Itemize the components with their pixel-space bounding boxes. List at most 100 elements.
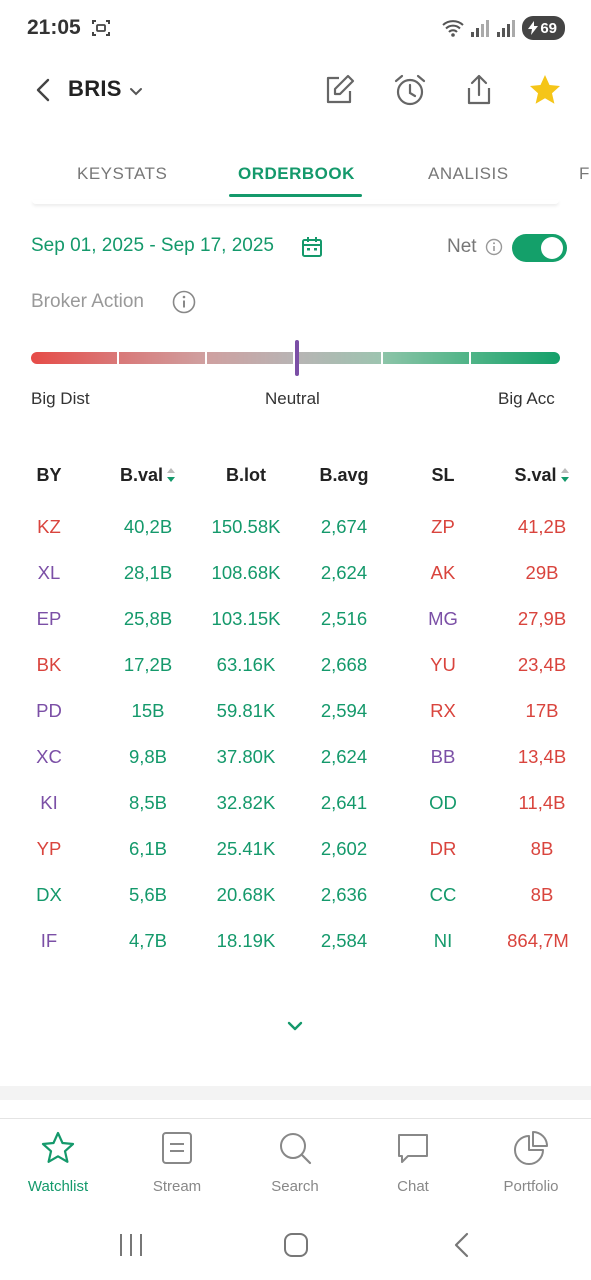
buyer-code[interactable]: KZ: [19, 516, 79, 538]
buy-lot: 20.68K: [196, 884, 296, 906]
net-toggle[interactable]: [512, 234, 567, 262]
sort-icon[interactable]: [166, 467, 176, 483]
gauge-segment: [383, 352, 469, 364]
buy-avg: 2,594: [294, 700, 394, 722]
star-icon[interactable]: [527, 72, 563, 108]
buy-avg: 2,624: [294, 746, 394, 768]
seller-code[interactable]: DR: [403, 838, 483, 860]
edit-icon[interactable]: [321, 72, 357, 108]
buyer-code[interactable]: EP: [19, 608, 79, 630]
nav-divider: [0, 1118, 591, 1119]
seller-code[interactable]: RX: [403, 700, 483, 722]
wifi-icon: [442, 18, 464, 38]
seller-code[interactable]: ZP: [403, 516, 483, 538]
tab-bar: KEYSTATS ORDERBOOK ANALISIS F: [0, 150, 591, 202]
nav-search[interactable]: Search: [240, 1130, 350, 1195]
alarm-clock-icon[interactable]: [392, 72, 428, 108]
share-icon[interactable]: [461, 72, 497, 108]
seller-code[interactable]: BB: [403, 746, 483, 768]
scale-label-neutral: Neutral: [265, 389, 320, 409]
header-blot: B.lot: [196, 465, 296, 486]
buy-avg: 2,624: [294, 562, 394, 584]
buy-lot: 108.68K: [196, 562, 296, 584]
header: BRIS: [0, 64, 591, 118]
buyer-code[interactable]: DX: [19, 884, 79, 906]
tab-keystats[interactable]: KEYSTATS: [77, 164, 167, 184]
system-back-icon[interactable]: [448, 1230, 478, 1260]
nav-label: Chat: [358, 1178, 468, 1195]
home-icon[interactable]: [281, 1230, 311, 1260]
section-divider: [0, 1086, 591, 1100]
chat-icon: [395, 1130, 431, 1166]
info-icon[interactable]: [485, 238, 503, 256]
info-icon[interactable]: [172, 290, 196, 314]
buyer-code[interactable]: BK: [19, 654, 79, 676]
buy-avg: 2,674: [294, 516, 394, 538]
scale-label-big-acc: Big Acc: [498, 389, 555, 409]
battery-level: 69: [540, 20, 557, 37]
nav-label: Watchlist: [3, 1178, 113, 1195]
header-by: BY: [19, 465, 79, 486]
nav-stream[interactable]: Stream: [122, 1130, 232, 1195]
seller-code[interactable]: CC: [403, 884, 483, 906]
recent-apps-icon[interactable]: [116, 1230, 146, 1260]
buy-value: 17,2B: [98, 654, 198, 676]
tab-partial[interactable]: F: [579, 164, 590, 184]
buy-avg: 2,668: [294, 654, 394, 676]
pie-chart-icon: [513, 1130, 549, 1166]
buy-lot: 32.82K: [196, 792, 296, 814]
header-bval[interactable]: B.val: [98, 465, 198, 486]
sell-value: 27,9B: [488, 608, 591, 630]
header-sval-label: S.val: [514, 465, 556, 485]
sell-value: 8B: [488, 884, 591, 906]
header-sval[interactable]: S.val: [488, 465, 591, 486]
buyer-code[interactable]: XL: [19, 562, 79, 584]
buy-value: 4,7B: [98, 930, 198, 952]
nav-label: Stream: [122, 1178, 232, 1195]
seller-code[interactable]: NI: [403, 930, 483, 952]
header-sl: SL: [403, 465, 483, 486]
buy-avg: 2,636: [294, 884, 394, 906]
buy-avg: 2,641: [294, 792, 394, 814]
gauge-segment: [471, 352, 560, 364]
buyer-code[interactable]: YP: [19, 838, 79, 860]
calendar-icon[interactable]: [301, 236, 323, 258]
sell-value: 17B: [488, 700, 591, 722]
buy-avg: 2,516: [294, 608, 394, 630]
seller-code[interactable]: OD: [403, 792, 483, 814]
buy-value: 25,8B: [98, 608, 198, 630]
sell-value: 29B: [488, 562, 591, 584]
expand-chevron-icon[interactable]: [284, 1015, 306, 1037]
ticker-title[interactable]: BRIS: [68, 76, 122, 102]
star-icon: [40, 1130, 76, 1166]
seller-code[interactable]: YU: [403, 654, 483, 676]
buyer-code[interactable]: IF: [19, 930, 79, 952]
sell-value: 23,4B: [488, 654, 591, 676]
sort-icon[interactable]: [560, 467, 570, 483]
date-range[interactable]: Sep 01, 2025 - Sep 17, 2025: [31, 235, 274, 257]
buyer-code[interactable]: KI: [19, 792, 79, 814]
seller-code[interactable]: MG: [403, 608, 483, 630]
header-bavg: B.avg: [294, 465, 394, 486]
buy-avg: 2,584: [294, 930, 394, 952]
nav-portfolio[interactable]: Portfolio: [476, 1130, 586, 1195]
gauge-segment: [207, 352, 293, 364]
buyer-code[interactable]: XC: [19, 746, 79, 768]
buy-avg: 2,602: [294, 838, 394, 860]
buy-value: 40,2B: [98, 516, 198, 538]
nav-chat[interactable]: Chat: [358, 1130, 468, 1195]
chevron-down-icon[interactable]: [127, 82, 145, 100]
sell-value: 11,4B: [488, 792, 591, 814]
back-arrow-icon[interactable]: [30, 76, 58, 104]
buy-value: 8,5B: [98, 792, 198, 814]
buyer-code[interactable]: PD: [19, 700, 79, 722]
buy-value: 28,1B: [98, 562, 198, 584]
nav-watchlist[interactable]: Watchlist: [3, 1130, 113, 1195]
tab-analisis[interactable]: ANALISIS: [428, 164, 509, 184]
tab-orderbook[interactable]: ORDERBOOK: [238, 164, 355, 184]
battery-indicator: 69: [522, 16, 565, 40]
nav-label: Portfolio: [476, 1178, 586, 1195]
sell-value: 8B: [488, 838, 591, 860]
seller-code[interactable]: AK: [403, 562, 483, 584]
sell-value: 41,2B: [488, 516, 591, 538]
